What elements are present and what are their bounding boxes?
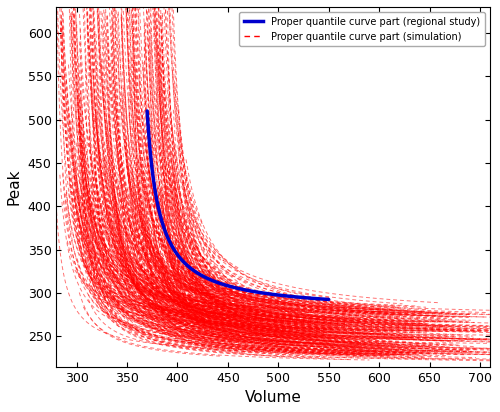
X-axis label: Volume: Volume <box>245 390 302 405</box>
Legend: Proper quantile curve part (regional study), Proper quantile curve part (simulat: Proper quantile curve part (regional stu… <box>239 12 485 47</box>
Y-axis label: Peak: Peak <box>7 169 22 205</box>
